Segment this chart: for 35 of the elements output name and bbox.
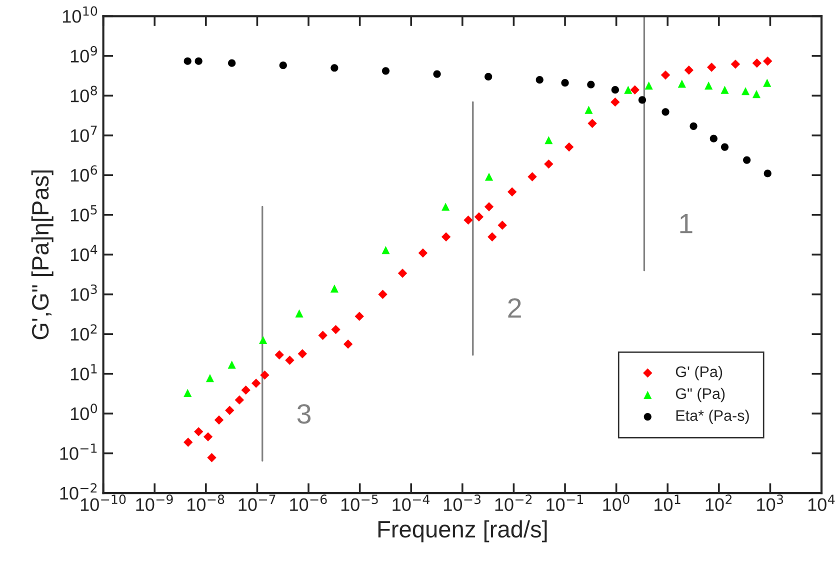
x-tick-label: 10$^{−1}$ <box>546 494 583 512</box>
y-tick-label: 10$^{8}$ <box>70 86 98 102</box>
y-tick-label: 10$^{4}$ <box>70 244 98 262</box>
y-tick-label: 10$^{2}$ <box>70 324 97 341</box>
annotation: 1 <box>680 214 692 234</box>
y-axis-title: G',G" [Pa]η[Pas] <box>31 170 54 340</box>
y-tick-label: 10$^{9}$ <box>70 46 97 63</box>
x-tick-label: 10$^{−10}$ <box>80 494 126 512</box>
x-tick-label: 10$^{−8}$ <box>188 494 224 512</box>
legend-label: Eta* (Pa-s) <box>676 410 749 424</box>
x-tick-label: 10$^{−4}$ <box>392 494 430 512</box>
y-tick-label: 10$^{−1}$ <box>60 444 97 460</box>
legend-label: G' (Pa) <box>676 366 722 380</box>
legend-label: G" (Pa) <box>676 388 725 402</box>
y-tick-label: 10$^{10}$ <box>63 6 98 23</box>
x-tick-label: 10$^{1}$ <box>654 494 680 512</box>
x-tick-label: 10$^{−9}$ <box>136 494 173 512</box>
y-tick-label: 10$^{3}$ <box>70 284 97 301</box>
x-tick-label: 10$^{−6}$ <box>290 494 327 512</box>
y-tick-label: 10$^{0}$ <box>70 404 98 420</box>
annotation: 3 <box>297 404 311 424</box>
x-tick-label: 10$^{−2}$ <box>495 494 532 512</box>
annotation: 2 <box>508 298 521 318</box>
y-tick-label: 10$^{6}$ <box>70 165 98 182</box>
x-tick-label: 10$^{−7}$ <box>238 494 276 512</box>
x-axis-title: Frequenz [rad/s] <box>378 520 547 542</box>
y-tick-label: 10$^{7}$ <box>70 126 97 142</box>
x-tick-label: 10$^{4}$ <box>808 494 835 512</box>
x-tick-label: 10$^{3}$ <box>757 494 784 512</box>
y-tick-label: 10$^{1}$ <box>70 364 97 380</box>
x-tick-label: 10$^{−3}$ <box>444 494 481 512</box>
x-tick-label: 10$^{0}$ <box>603 494 630 512</box>
y-tick-label: 10$^{5}$ <box>70 205 97 222</box>
x-tick-label: 10$^{2}$ <box>706 494 732 512</box>
x-tick-label: 10$^{−5}$ <box>341 494 378 512</box>
